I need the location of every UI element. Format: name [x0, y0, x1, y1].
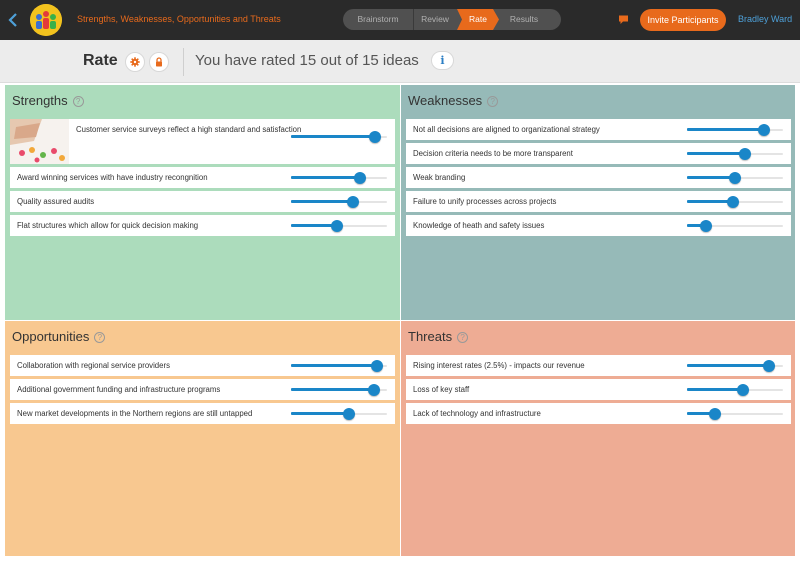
- rating-slider[interactable]: [291, 220, 387, 232]
- idea-text: Award winning services with have industr…: [17, 173, 208, 182]
- sub-header: Rate You have rated 15 out of 15 ideas i: [0, 40, 800, 83]
- idea-text: Lack of technology and infrastructure: [413, 409, 541, 418]
- top-bar: Strengths, Weaknesses, Opportunities and…: [0, 0, 800, 40]
- idea-text: Not all decisions are aligned to organiz…: [413, 125, 600, 134]
- threats-quadrant: Threats? Rising interest rates (2.5%) - …: [401, 321, 795, 556]
- gear-icon: [130, 57, 140, 67]
- rating-slider[interactable]: [687, 148, 783, 160]
- weaknesses-title: Weaknesses: [408, 93, 483, 108]
- idea-row: Decision criteria needs to be more trans…: [406, 143, 791, 164]
- idea-row: Quality assured audits: [10, 191, 395, 212]
- page-title: Rate: [83, 52, 118, 69]
- help-icon[interactable]: ?: [72, 96, 84, 107]
- idea-thumbnail-image: [10, 119, 69, 164]
- slider-thumb[interactable]: [347, 196, 359, 208]
- opportunities-quadrant: Opportunities? Collaboration with region…: [5, 321, 400, 556]
- step-results[interactable]: Results: [509, 14, 539, 24]
- rating-slider[interactable]: [291, 172, 387, 184]
- slider-thumb[interactable]: [737, 384, 749, 396]
- lock-icon: [156, 57, 162, 67]
- idea-text: Knowledge of heath and safety issues: [413, 221, 545, 230]
- idea-row: Weak branding: [406, 167, 791, 188]
- help-icon[interactable]: ?: [457, 332, 469, 343]
- invite-participants-button[interactable]: Invite Participants: [640, 9, 726, 31]
- slider-thumb[interactable]: [758, 124, 770, 136]
- rating-slider[interactable]: [291, 408, 387, 420]
- slider-thumb[interactable]: [739, 148, 751, 160]
- rating-slider[interactable]: [291, 360, 387, 372]
- rating-slider[interactable]: [687, 360, 783, 372]
- app-title: Strengths, Weaknesses, Opportunities and…: [77, 14, 281, 24]
- idea-row: Flat structures which allow for quick de…: [10, 215, 395, 236]
- settings-button[interactable]: [125, 52, 145, 72]
- help-icon[interactable]: ?: [487, 96, 499, 107]
- slider-thumb[interactable]: [331, 220, 343, 232]
- idea-text: Quality assured audits: [17, 197, 95, 206]
- slider-thumb[interactable]: [729, 172, 741, 184]
- slider-thumb[interactable]: [354, 172, 366, 184]
- idea-text: Decision criteria needs to be more trans…: [413, 149, 573, 158]
- step-review[interactable]: Review: [421, 14, 449, 24]
- idea-row: Additional government funding and infras…: [10, 379, 395, 400]
- divider: [183, 48, 184, 76]
- idea-row: Not all decisions are aligned to organiz…: [406, 119, 791, 140]
- idea-text: New market developments in the Northern …: [17, 409, 253, 418]
- user-name-link[interactable]: Bradley Ward: [738, 14, 793, 24]
- slider-thumb[interactable]: [727, 196, 739, 208]
- step-rate[interactable]: Rate: [457, 9, 499, 30]
- slider-thumb[interactable]: [700, 220, 712, 232]
- rating-slider[interactable]: [687, 408, 783, 420]
- rating-slider[interactable]: [687, 124, 783, 136]
- idea-text: Rising interest rates (2.5%) - impacts o…: [413, 361, 585, 370]
- idea-text: Additional government funding and infras…: [17, 385, 221, 394]
- rating-slider[interactable]: [687, 172, 783, 184]
- strengths-title: Strengths: [12, 93, 68, 108]
- slider-thumb[interactable]: [763, 360, 775, 372]
- idea-text: Flat structures which allow for quick de…: [17, 221, 199, 230]
- idea-row: Failure to unify processes across projec…: [406, 191, 791, 212]
- strengths-quadrant: Strengths? Customer service surveys refl…: [5, 85, 400, 320]
- rating-slider[interactable]: [687, 196, 783, 208]
- chevron-left-icon[interactable]: [7, 11, 19, 29]
- rating-slider[interactable]: [687, 384, 783, 396]
- rating-progress-text: You have rated 15 out of 15 ideas: [195, 52, 419, 69]
- slider-thumb[interactable]: [369, 131, 381, 143]
- lock-button[interactable]: [149, 52, 169, 72]
- slider-thumb[interactable]: [368, 384, 380, 396]
- weaknesses-quadrant: Weaknesses? Not all decisions are aligne…: [401, 85, 795, 320]
- slider-thumb[interactable]: [343, 408, 355, 420]
- idea-row: New market developments in the Northern …: [10, 403, 395, 424]
- idea-row: Customer service surveys reflect a high …: [10, 119, 395, 164]
- idea-text: Customer service surveys reflect a high …: [76, 125, 302, 134]
- idea-text: Weak branding: [413, 173, 466, 182]
- step-rate-label: Rate: [469, 14, 487, 24]
- step-brainstorm[interactable]: Brainstorm: [357, 14, 399, 24]
- info-icon: i: [440, 54, 445, 67]
- idea-row: Lack of technology and infrastructure: [406, 403, 791, 424]
- idea-row: Knowledge of heath and safety issues: [406, 215, 791, 236]
- help-icon[interactable]: ?: [94, 332, 106, 343]
- opportunities-title: Opportunities: [12, 329, 90, 344]
- chat-bubble-icon[interactable]: [618, 14, 629, 25]
- slider-thumb[interactable]: [371, 360, 383, 372]
- rating-slider[interactable]: [291, 131, 387, 143]
- idea-text: Failure to unify processes across projec…: [413, 197, 557, 206]
- info-button[interactable]: i: [431, 51, 454, 70]
- idea-text: Collaboration with regional service prov…: [17, 361, 170, 370]
- idea-text: Loss of key staff: [413, 385, 470, 394]
- app-logo: [30, 4, 62, 36]
- workflow-stepper: Brainstorm Review Rate Results: [343, 9, 561, 30]
- idea-row: Loss of key staff: [406, 379, 791, 400]
- rating-slider[interactable]: [291, 384, 387, 396]
- idea-row: Award winning services with have industr…: [10, 167, 395, 188]
- rating-slider[interactable]: [687, 220, 783, 232]
- rating-slider[interactable]: [291, 196, 387, 208]
- threats-title: Threats: [408, 329, 453, 344]
- slider-thumb[interactable]: [709, 408, 721, 420]
- idea-row: Collaboration with regional service prov…: [10, 355, 395, 376]
- idea-row: Rising interest rates (2.5%) - impacts o…: [406, 355, 791, 376]
